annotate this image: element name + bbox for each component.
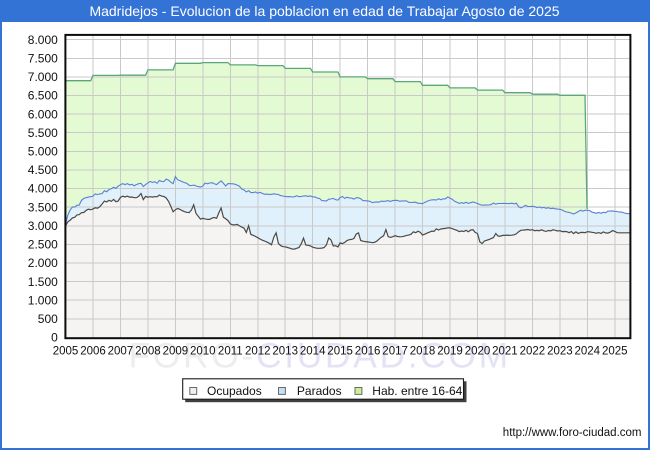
svg-text:0: 0 [51,331,58,345]
svg-text:2018: 2018 [410,346,436,358]
svg-text:Hab. entre 16-64: Hab. entre 16-64 [372,384,462,398]
svg-text:2011: 2011 [218,346,243,358]
svg-text:Parados: Parados [297,384,342,398]
svg-text:2009: 2009 [163,346,189,358]
svg-text:2.000: 2.000 [28,256,58,270]
svg-text:2016: 2016 [355,346,381,358]
svg-text:2006: 2006 [80,346,106,358]
svg-text:2013: 2013 [272,346,298,358]
svg-text:4.500: 4.500 [28,163,58,177]
svg-text:2010: 2010 [190,346,216,358]
svg-text:5.500: 5.500 [28,126,58,140]
svg-text:3.500: 3.500 [28,200,58,214]
svg-text:500: 500 [38,312,58,326]
svg-text:5.000: 5.000 [28,145,58,159]
svg-text:2024: 2024 [575,346,601,358]
svg-text:8.000: 8.000 [28,33,58,47]
svg-text:CIUDAD.COM: CIUDAD.COM [256,336,511,376]
svg-text:7.000: 7.000 [28,70,58,84]
svg-text:FORO-: FORO- [129,336,256,376]
svg-text:Madridejos - Evolucion de la p: Madridejos - Evolucion de la poblacion e… [89,3,559,19]
svg-text:2005: 2005 [53,346,79,358]
svg-text:2021: 2021 [492,346,518,358]
svg-text:2008: 2008 [135,346,161,358]
svg-text:7.500: 7.500 [28,52,58,66]
svg-text:2023: 2023 [547,346,573,358]
svg-text:2012: 2012 [245,346,271,358]
svg-text:1.000: 1.000 [28,293,58,307]
svg-text:2019: 2019 [437,346,463,358]
svg-text:2014: 2014 [300,346,326,358]
svg-text:2017: 2017 [382,346,408,358]
svg-text:http://www.foro-ciudad.com: http://www.foro-ciudad.com [503,427,642,439]
svg-text:3.000: 3.000 [28,219,58,233]
svg-text:2025: 2025 [602,346,628,358]
svg-text:6.000: 6.000 [28,107,58,121]
svg-text:2020: 2020 [465,346,491,358]
svg-text:2015: 2015 [327,346,353,358]
svg-text:Ocupados: Ocupados [207,384,262,398]
svg-text:2.500: 2.500 [28,238,58,252]
svg-text:2022: 2022 [520,346,546,358]
svg-text:4.000: 4.000 [28,182,58,196]
svg-text:1.500: 1.500 [28,275,58,289]
svg-text:6.500: 6.500 [28,89,58,103]
svg-text:2007: 2007 [108,346,134,358]
